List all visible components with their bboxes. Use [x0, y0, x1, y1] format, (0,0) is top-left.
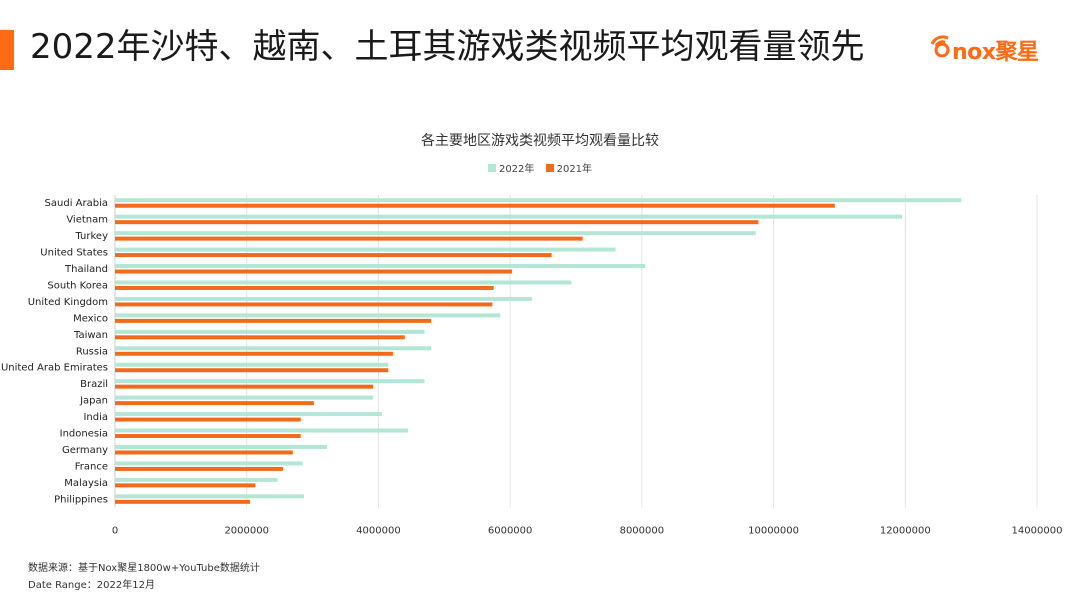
bar-2022	[115, 428, 409, 433]
title-accent-bar	[0, 30, 14, 70]
x-tick-label: 6000000	[488, 526, 533, 537]
signal-icon	[930, 35, 950, 58]
category-label: Thailand	[64, 264, 108, 275]
category-label: Saudi Arabia	[45, 198, 108, 209]
data-source-note: 数据来源：基于Nox聚星1800w+YouTube数据统计	[28, 563, 260, 574]
bar-2021	[115, 384, 374, 389]
bar-2022	[115, 477, 278, 482]
legend-swatch-2022	[487, 163, 496, 172]
x-tick-label: 4000000	[356, 526, 401, 537]
category-label: United Kingdom	[28, 297, 108, 308]
nox-logo: nox聚星	[928, 30, 1068, 74]
x-tick-label: 8000000	[620, 526, 665, 537]
bar-2021	[115, 401, 314, 406]
bar-2021	[115, 351, 393, 356]
bar-2022	[115, 362, 389, 367]
bar-2022	[115, 329, 425, 334]
bar-2021	[115, 483, 256, 488]
category-label: France	[75, 461, 108, 472]
bar-2021	[115, 220, 759, 225]
bar-2022	[115, 231, 756, 236]
category-label: Mexico	[73, 313, 108, 324]
category-label: South Korea	[47, 280, 108, 291]
bar-2022	[115, 444, 328, 449]
logo-text: nox聚星	[952, 40, 1039, 65]
bar-2021	[115, 368, 389, 373]
date-range-note: Date Range：2022年12月	[28, 580, 155, 591]
x-tick-label: 10000000	[748, 526, 799, 537]
bar-2021	[115, 253, 552, 258]
category-label: Russia	[76, 346, 108, 357]
category-label: Brazil	[80, 379, 108, 390]
bar-2022	[115, 494, 305, 499]
bar-2022	[115, 214, 902, 219]
x-tick-label: 2000000	[224, 526, 269, 537]
bar-2021	[115, 302, 493, 307]
legend-item-2021: 2021年	[545, 160, 593, 175]
bar-2022	[115, 346, 432, 351]
category-label: Germany	[62, 445, 108, 456]
bar-2021	[115, 285, 494, 290]
bar-2022	[115, 198, 962, 203]
legend-label-2022: 2022年	[498, 164, 535, 175]
bar-2022	[115, 395, 374, 400]
x-tick-label: 14000000	[1012, 526, 1063, 537]
category-label: United States	[40, 248, 108, 259]
bar-chart: 0 2000000 4000000 6000000 8000000 10000000 120…	[1, 195, 1063, 537]
category-label: Turkey	[74, 231, 108, 242]
bar-2022	[115, 280, 572, 285]
bar-2021	[115, 318, 432, 323]
bar-2022	[115, 264, 646, 269]
bar-2021	[115, 450, 293, 455]
category-label: United Arab Emirates	[1, 363, 108, 374]
bar-2021	[115, 269, 513, 274]
bar-2022	[115, 412, 382, 417]
legend-label-2021: 2021年	[556, 164, 593, 175]
category-label: Philippines	[54, 494, 108, 505]
bar-2022	[115, 247, 616, 252]
category-label: Indonesia	[60, 429, 108, 440]
legend-swatch-2021	[545, 163, 554, 172]
bar-2022	[115, 296, 532, 301]
category-label: Malaysia	[64, 478, 108, 489]
category-label: India	[83, 412, 108, 423]
chart-legend: 2022年 2021年	[0, 160, 1080, 175]
page-title: 2022年沙特、越南、土耳其游戏类视频平均观看量领先	[30, 27, 865, 67]
x-tick-label: 12000000	[880, 526, 931, 537]
bar-2022	[115, 461, 303, 466]
category-label: Japan	[79, 396, 108, 407]
bar-2021	[115, 466, 283, 471]
x-tick-label: 0	[112, 526, 118, 537]
legend-item-2022: 2022年	[487, 160, 535, 175]
bar-2022	[115, 379, 425, 384]
bar-2021	[115, 335, 405, 340]
category-label: Vietnam	[66, 215, 108, 226]
bar-2021	[115, 499, 251, 504]
bar-2022	[115, 313, 501, 318]
bar-2021	[115, 236, 583, 241]
chart-title: 各主要地区游戏类视频平均观看量比较	[421, 133, 659, 149]
bar-2021	[115, 203, 835, 208]
bar-2021	[115, 434, 301, 439]
category-label: Taiwan	[73, 330, 108, 341]
bar-2021	[115, 417, 301, 422]
